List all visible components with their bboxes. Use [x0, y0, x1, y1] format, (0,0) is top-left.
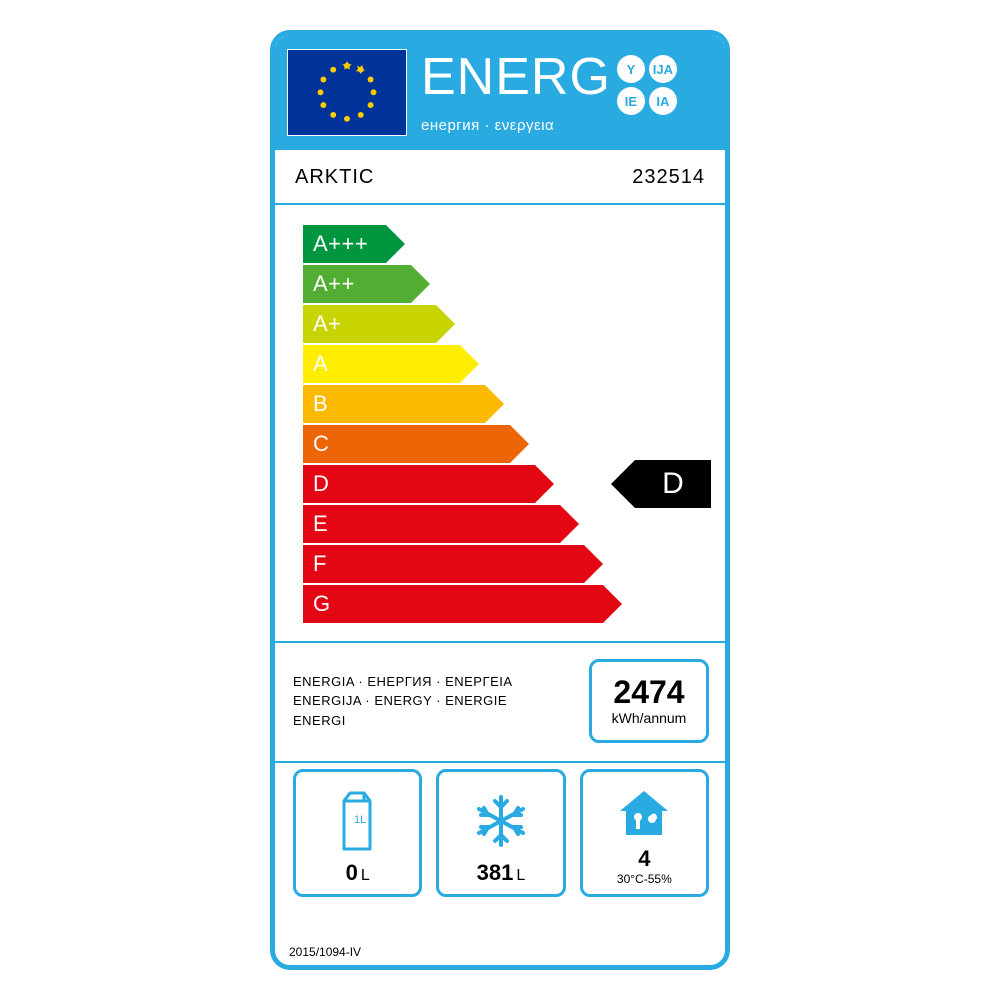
freezer-value: 381 L: [477, 860, 526, 886]
energy-unit: kWh/annum: [612, 710, 687, 726]
eu-flag: [287, 49, 407, 136]
regulation-footnote: 2015/1094-IV: [289, 945, 361, 959]
efficiency-arrow-label: D: [303, 465, 535, 503]
lang-suffix: Y: [617, 55, 645, 83]
header-text: ENERG Y IJA IE IA енергия · ενεργεια: [417, 35, 725, 150]
efficiency-arrow-label: A+: [303, 305, 436, 343]
energy-value-box: 2474 kWh/annum: [589, 659, 709, 743]
energy-value: 2474: [613, 676, 684, 708]
energy-title-row: ENERG Y IJA IE IA: [421, 51, 725, 115]
efficiency-scale: A+++A++A+ABCDEFG D: [275, 205, 725, 633]
fridge-volume-box: 1L 0 L: [293, 769, 422, 897]
brand-name: ARKTIC: [295, 166, 632, 189]
climate-class-box: 4 30°C-55%: [580, 769, 709, 897]
fridge-unit: L: [361, 867, 370, 885]
header: ENERG Y IJA IE IA енергия · ενεργεια: [275, 35, 725, 150]
efficiency-arrow: F: [293, 545, 584, 583]
efficiency-arrow: A+++: [293, 225, 386, 263]
energy-label: ENERG Y IJA IE IA енергия · ενεργεια ARK…: [270, 30, 730, 970]
energy-subtitle: енергия · ενεργεια: [421, 117, 725, 134]
icons-row: 1L 0 L: [275, 763, 725, 897]
lang-suffix-circles: Y IJA IE IA: [617, 55, 677, 115]
fridge-value: 0 L: [346, 860, 370, 886]
efficiency-arrow: G: [293, 585, 603, 623]
efficiency-arrow-label: G: [303, 585, 603, 623]
fridge-litres: 0: [346, 860, 358, 886]
freezer-volume-box: 381 L: [436, 769, 565, 897]
energy-consumption-row: ENERGIA · ЕНЕРГИЯ · ΕΝΕΡΓΕΙΑENERGIJA · E…: [275, 643, 725, 753]
rating-class: D: [635, 460, 711, 508]
efficiency-arrow-label: A+++: [303, 225, 386, 263]
lang-suffix: IJA: [649, 55, 677, 83]
snowflake-icon: [471, 791, 531, 851]
energy-words: ENERGIA · ЕНЕРГИЯ · ΕΝΕΡΓΕΙΑENERGIJA · E…: [293, 672, 577, 731]
climate-value: 4: [638, 846, 650, 872]
lang-suffix: IE: [617, 87, 645, 115]
rating-marker: D: [635, 460, 711, 508]
efficiency-arrow: A+: [293, 305, 436, 343]
efficiency-arrow: D: [293, 465, 535, 503]
efficiency-arrow-label: A++: [303, 265, 411, 303]
efficiency-arrow: A: [293, 345, 460, 383]
efficiency-arrow-label: E: [303, 505, 560, 543]
lang-suffix: IA: [649, 87, 677, 115]
efficiency-arrow-label: C: [303, 425, 510, 463]
efficiency-arrow: B: [293, 385, 485, 423]
climate-house-icon: [616, 789, 672, 839]
efficiency-arrow: C: [293, 425, 510, 463]
milk-carton-icon: 1L: [336, 789, 380, 853]
arrow-stack: A+++A++A+ABCDEFG: [293, 225, 603, 623]
carton-label: 1L: [354, 814, 366, 826]
efficiency-arrow-label: F: [303, 545, 584, 583]
eu-stars-icon: [288, 50, 406, 135]
model-number: 232514: [632, 166, 705, 189]
efficiency-arrow: E: [293, 505, 560, 543]
freezer-unit: L: [516, 867, 525, 885]
freezer-litres: 381: [477, 860, 514, 886]
energy-title: ENERG: [421, 51, 611, 103]
climate-sub: 30°C-55%: [617, 872, 672, 886]
efficiency-arrow-label: A: [303, 345, 460, 383]
efficiency-arrow-label: B: [303, 385, 485, 423]
efficiency-arrow: A++: [293, 265, 411, 303]
brand-model-row: ARKTIC 232514: [275, 150, 725, 195]
